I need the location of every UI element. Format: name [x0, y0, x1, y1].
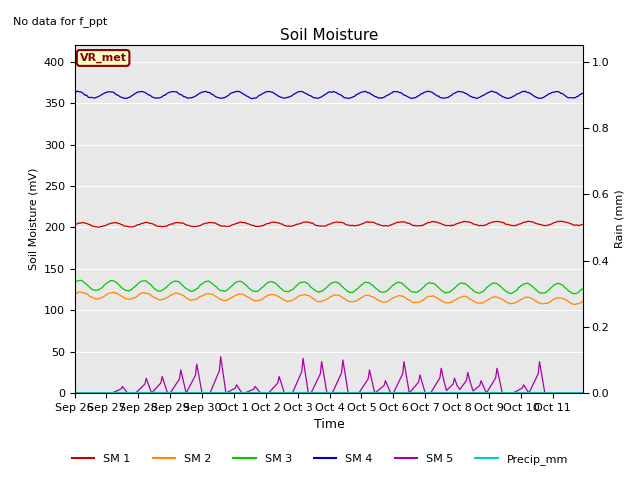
SM 4 [580, 90, 588, 96]
X-axis label: Time: Time [314, 419, 344, 432]
Text: VR_met: VR_met [79, 53, 127, 63]
SM 4 [578, 91, 586, 96]
SM 2 [105, 290, 113, 296]
SM 5 [577, 390, 584, 396]
Precip_mm [509, 390, 516, 396]
SM 4 [435, 93, 442, 99]
SM 5 [88, 390, 95, 396]
SM 4 [104, 89, 111, 95]
SM 5 [217, 354, 225, 360]
SM 1 [105, 221, 113, 227]
SM 1 [557, 218, 564, 224]
Text: No data for f_ppt: No data for f_ppt [13, 16, 108, 27]
SM 2 [570, 301, 578, 307]
SM 3 [580, 285, 588, 291]
SM 5 [70, 390, 78, 396]
Precip_mm [575, 390, 583, 396]
SM 4 [333, 91, 341, 96]
SM 5 [580, 390, 588, 396]
SM 2 [70, 292, 78, 298]
SM 5 [333, 379, 341, 384]
Precip_mm [70, 390, 78, 396]
Line: SM 4: SM 4 [74, 91, 584, 99]
SM 1 [580, 221, 588, 227]
Legend: SM 1, SM 2, SM 3, SM 4, SM 5, Precip_mm: SM 1, SM 2, SM 3, SM 4, SM 5, Precip_mm [68, 450, 572, 469]
SM 1 [435, 220, 442, 226]
SM 2 [89, 295, 97, 301]
SM 3 [578, 286, 586, 292]
SM 2 [435, 296, 442, 301]
SM 1 [333, 219, 341, 225]
SM 3 [511, 289, 518, 295]
Line: SM 3: SM 3 [74, 280, 584, 294]
SM 3 [70, 280, 78, 286]
Y-axis label: Rain (mm): Rain (mm) [615, 190, 625, 249]
Y-axis label: Soil Moisture (mV): Soil Moisture (mV) [28, 168, 38, 270]
SM 4 [521, 88, 529, 94]
SM 2 [333, 292, 341, 298]
SM 3 [89, 287, 97, 293]
SM 3 [76, 277, 84, 283]
Line: SM 1: SM 1 [74, 221, 584, 227]
SM 1 [70, 222, 78, 228]
SM 2 [578, 299, 586, 305]
SM 4 [70, 89, 78, 95]
SM 3 [105, 279, 113, 285]
SM 5 [104, 390, 111, 396]
SM 1 [511, 223, 518, 228]
SM 4 [88, 95, 95, 100]
SM 4 [249, 96, 257, 102]
SM 5 [511, 389, 518, 395]
Precip_mm [580, 390, 588, 396]
SM 1 [578, 222, 586, 228]
Precip_mm [433, 390, 441, 396]
Precip_mm [88, 390, 95, 396]
SM 2 [511, 300, 518, 306]
SM 3 [333, 280, 341, 286]
Title: Soil Moisture: Soil Moisture [280, 28, 378, 43]
Precip_mm [104, 390, 111, 396]
SM 1 [88, 223, 95, 229]
Precip_mm [332, 390, 340, 396]
SM 2 [76, 289, 84, 295]
SM 5 [435, 377, 442, 383]
SM 2 [580, 298, 588, 303]
Line: SM 5: SM 5 [74, 357, 584, 393]
Line: SM 2: SM 2 [74, 292, 584, 304]
SM 3 [570, 291, 578, 297]
SM 4 [511, 93, 518, 99]
SM 1 [96, 224, 104, 230]
SM 3 [435, 285, 442, 290]
